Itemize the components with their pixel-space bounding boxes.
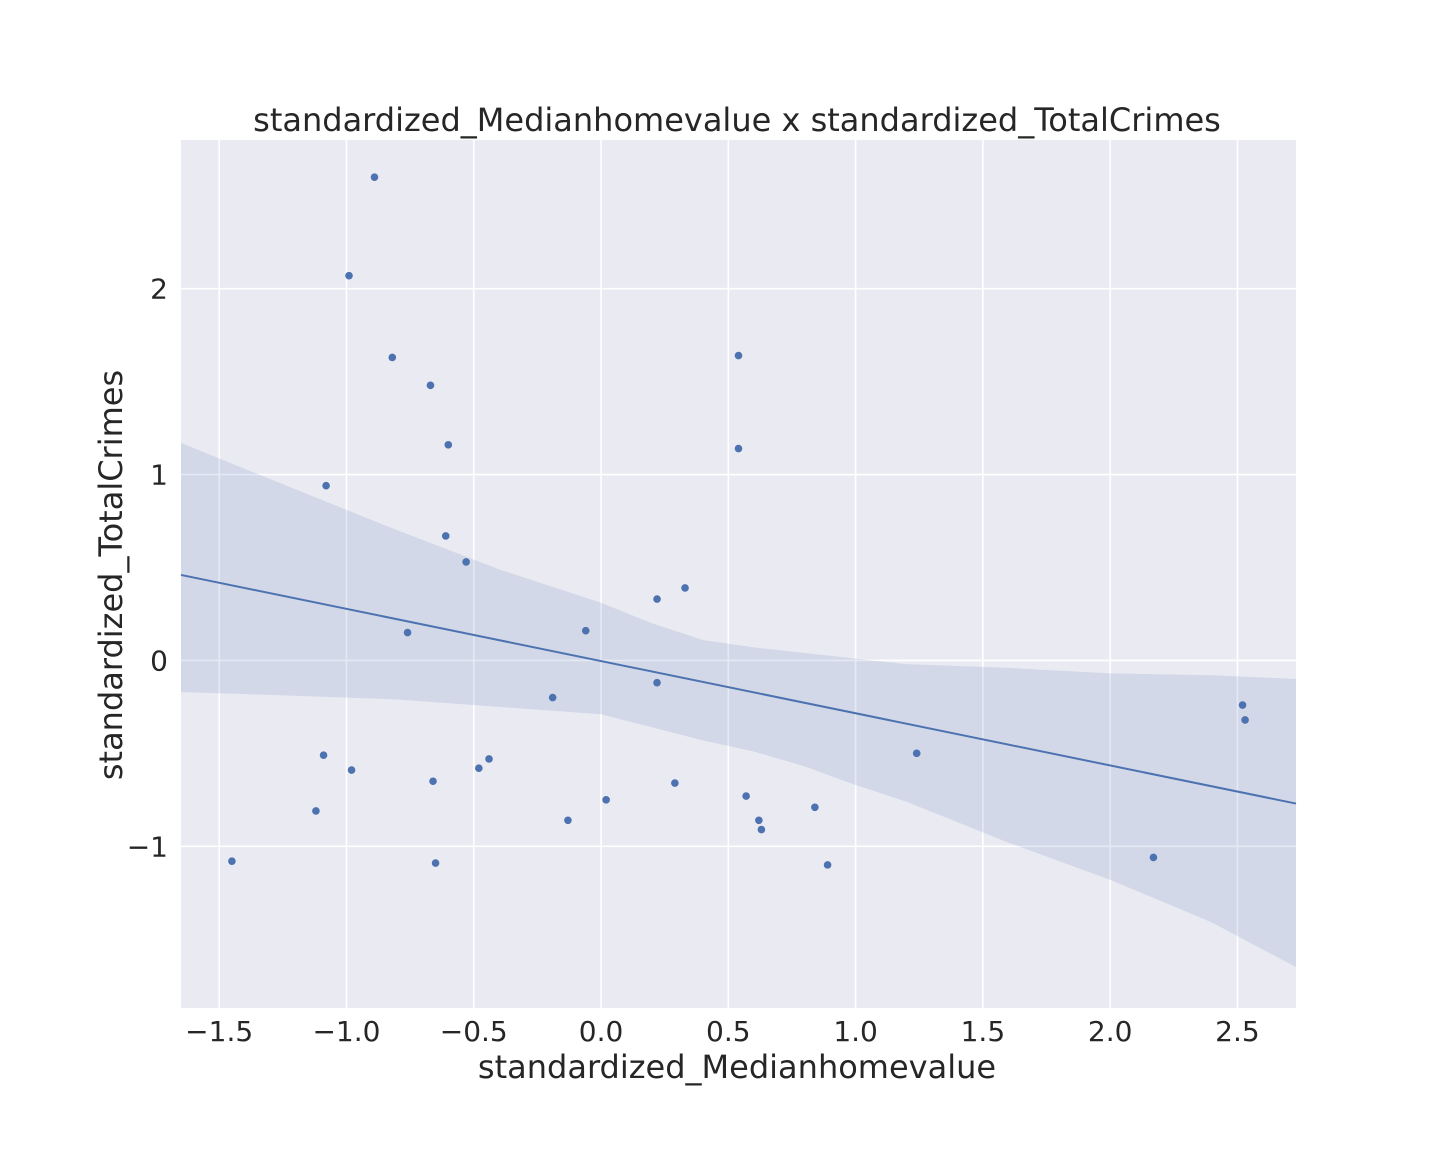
data-point <box>653 678 661 687</box>
chart-title: standardized_Medianhomevalue x standardi… <box>253 101 1221 139</box>
y-tick-label: 1 <box>150 459 168 492</box>
data-point <box>734 351 743 360</box>
data-point <box>462 558 470 566</box>
x-axis-label: standardized_Medianhomevalue <box>478 1048 996 1086</box>
data-points <box>228 173 1249 869</box>
data-point <box>653 595 661 603</box>
data-point <box>811 803 819 812</box>
data-point <box>403 628 412 637</box>
data-point <box>429 777 437 786</box>
data-point <box>228 857 236 865</box>
regression-line <box>180 573 1297 805</box>
x-tick-label: −1.0 <box>312 1015 380 1048</box>
data-point <box>475 764 483 773</box>
x-tick-labels: −1.5 −1.0 −0.5 0.0 0.5 1.0 1.5 2.0 2.5 <box>185 1015 1260 1048</box>
data-point <box>755 816 763 825</box>
data-point <box>441 532 450 540</box>
regression-line-group <box>180 573 1297 805</box>
data-point <box>444 441 453 449</box>
data-point <box>485 755 493 763</box>
y-tick-labels: −1 0 1 2 <box>127 273 168 864</box>
x-tick-label: −0.5 <box>440 1015 508 1048</box>
data-point <box>823 861 832 869</box>
x-tick-label: 2.5 <box>1215 1015 1260 1048</box>
data-point <box>1238 701 1247 709</box>
data-point <box>319 751 328 760</box>
data-point <box>757 825 766 834</box>
confidence-band <box>181 443 1296 968</box>
data-point <box>581 626 590 635</box>
data-point <box>742 792 750 800</box>
data-point <box>388 353 397 362</box>
data-point <box>347 766 356 774</box>
data-point <box>912 749 921 758</box>
y-tick-label: 0 <box>150 644 168 677</box>
grid-lines <box>181 140 1296 1008</box>
data-point <box>345 271 353 280</box>
x-tick-label: 1.5 <box>961 1015 1006 1048</box>
data-point <box>431 859 440 867</box>
y-tick-label: 2 <box>150 273 168 306</box>
y-axis-label: standardized_TotalCrimes <box>92 370 130 780</box>
x-tick-label: −1.5 <box>185 1015 253 1048</box>
data-point <box>370 173 379 181</box>
data-point <box>681 584 689 592</box>
x-tick-label: 0.0 <box>579 1015 624 1048</box>
data-point <box>1241 716 1249 724</box>
data-point <box>322 481 330 490</box>
data-point <box>312 807 320 815</box>
confidence-band-area <box>181 443 1296 968</box>
x-tick-label: 0.5 <box>706 1015 751 1048</box>
data-point <box>426 381 435 390</box>
data-point <box>1149 853 1158 862</box>
y-tick-label: −1 <box>127 830 168 863</box>
x-tick-label: 1.0 <box>833 1015 878 1048</box>
data-point <box>564 816 572 825</box>
x-tick-label: 2.0 <box>1088 1015 1133 1048</box>
data-point <box>548 693 557 702</box>
data-point <box>671 779 679 787</box>
data-point <box>602 796 610 804</box>
data-point <box>734 444 743 453</box>
